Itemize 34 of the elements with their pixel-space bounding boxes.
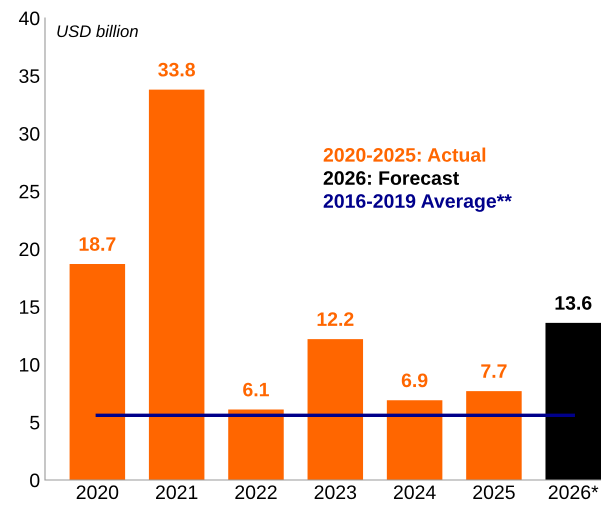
x-tick-label: 2021 — [156, 485, 198, 500]
y-tick-label: 25 — [19, 184, 40, 198]
x-tick-label: 2026* — [548, 485, 598, 500]
data-label: 6.9 — [402, 373, 428, 388]
bar — [70, 264, 126, 480]
y-tick-label: 35 — [19, 69, 40, 83]
x-tick-label: 2025 — [473, 485, 515, 500]
bar — [148, 90, 204, 480]
bar — [228, 410, 284, 480]
bar — [466, 391, 522, 480]
data-label: 7.7 — [481, 364, 507, 378]
bar — [308, 339, 364, 480]
text: 2020-2025: Actual — [324, 148, 486, 162]
x-tick-label: 2023 — [314, 485, 356, 500]
y-tick-label: 5 — [30, 416, 40, 430]
data-label: 33.8 — [158, 62, 195, 77]
ref-line-label: 2016-2019 Average** — [324, 194, 512, 212]
y-tick-label: 10 — [20, 358, 40, 372]
y-tick-label: 30 — [19, 126, 40, 141]
bar — [545, 322, 601, 480]
y-axis-title: USD billion — [57, 24, 138, 38]
x-tick-label: 2024 — [394, 485, 436, 500]
bar — [386, 400, 442, 480]
y-tick-label: 0 — [30, 473, 40, 488]
x-tick-label: 2022 — [235, 485, 277, 500]
x-tick-label: 2020 — [76, 485, 118, 500]
data-label: 6.1 — [243, 382, 269, 396]
y-tick-label: 40 — [18, 11, 40, 26]
data-label: 18.7 — [80, 237, 116, 251]
y-tick-label: 15 — [20, 300, 40, 314]
data-label: 12.2 — [318, 312, 354, 326]
y-tick-label: 20 — [19, 242, 40, 256]
text: 2026: Forecast — [324, 171, 459, 185]
data-label: 13.6 — [556, 296, 592, 310]
